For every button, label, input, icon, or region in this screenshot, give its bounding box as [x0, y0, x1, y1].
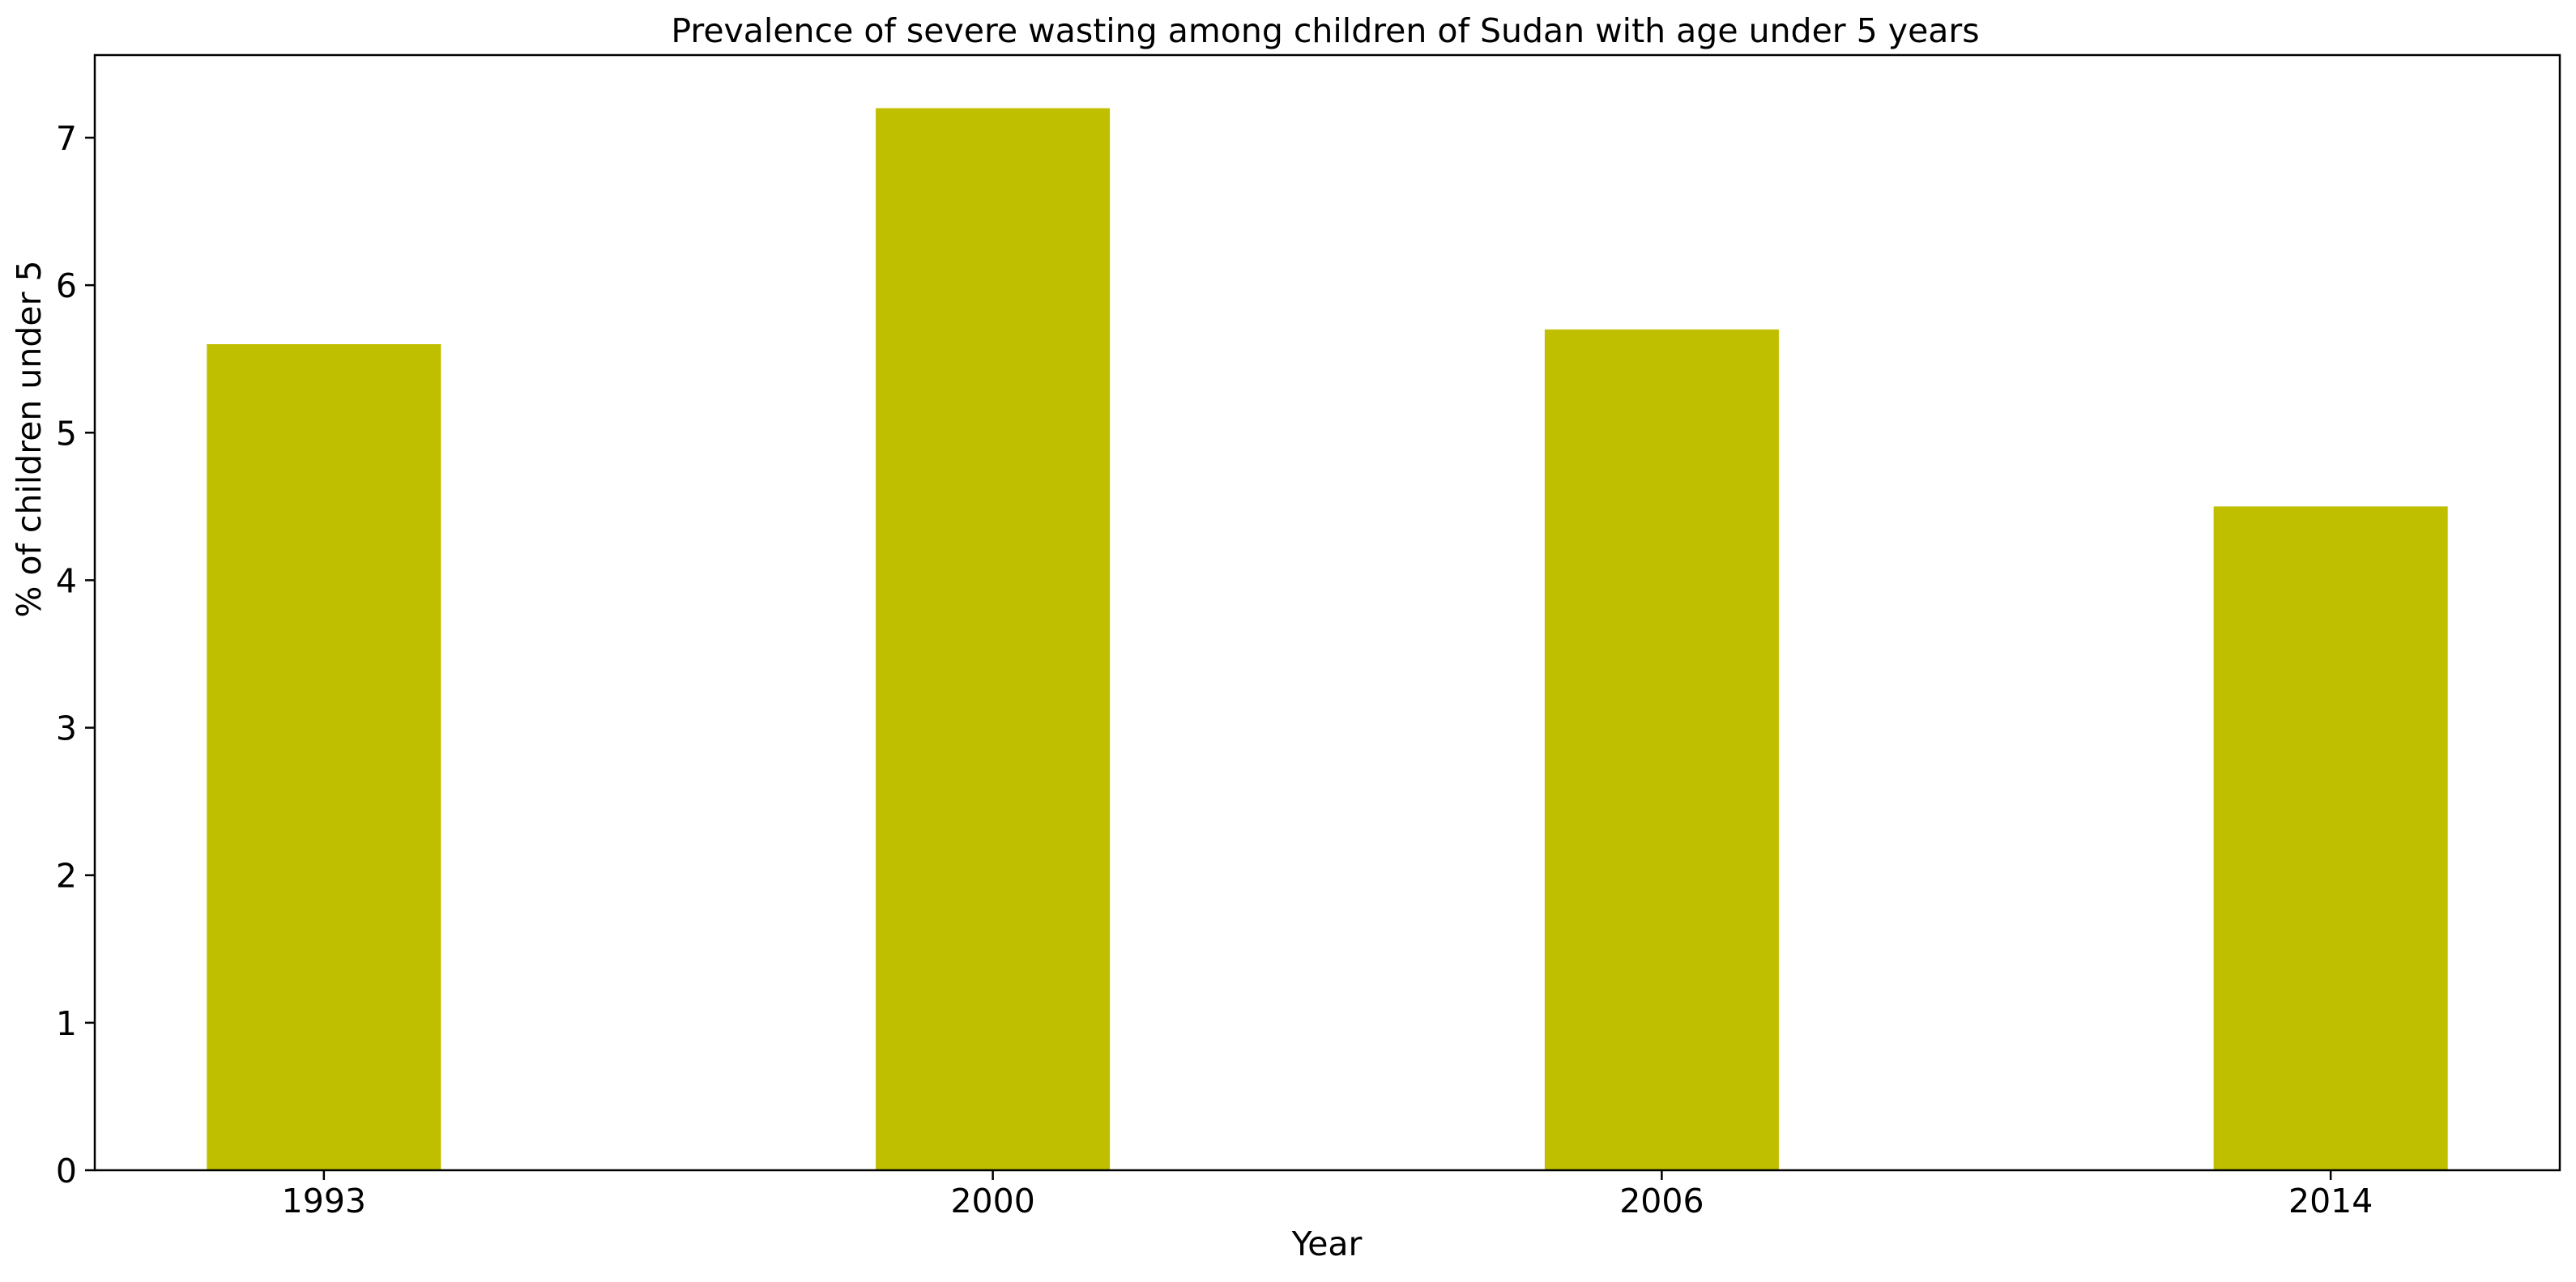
x-tick-label-2006: 2006 [1619, 1182, 1704, 1220]
y-tick-label: 0 [56, 1152, 77, 1190]
x-tick-label-2000: 2000 [950, 1182, 1034, 1220]
y-tick-label: 6 [56, 266, 77, 305]
y-tick-label: 7 [56, 119, 77, 158]
x-tick-label-2014: 2014 [2288, 1182, 2373, 1220]
y-tick-label: 5 [56, 414, 77, 453]
bar-2014 [2213, 506, 2448, 1170]
y-tick-label: 3 [56, 709, 77, 748]
bar-1993 [207, 344, 441, 1170]
x-tick-label-1993: 1993 [282, 1182, 366, 1220]
y-axis-ticks: 0 1 2 3 4 5 6 7 [56, 119, 95, 1190]
y-axis-label: % of children under 5 [10, 260, 49, 617]
chart-title: Prevalence of severe wasting among child… [671, 11, 1979, 50]
bar-2000 [876, 108, 1111, 1171]
x-axis-ticks: 1993 2000 2006 2014 [282, 1170, 2373, 1220]
y-tick-label: 2 [56, 857, 77, 896]
y-tick-label: 1 [56, 1004, 77, 1043]
bars-group [207, 108, 2448, 1171]
plot-frame [93, 53, 2561, 1172]
x-axis-label: Year [1291, 1225, 1363, 1263]
bar-2006 [1544, 329, 1779, 1171]
y-tick-label: 4 [56, 561, 77, 600]
